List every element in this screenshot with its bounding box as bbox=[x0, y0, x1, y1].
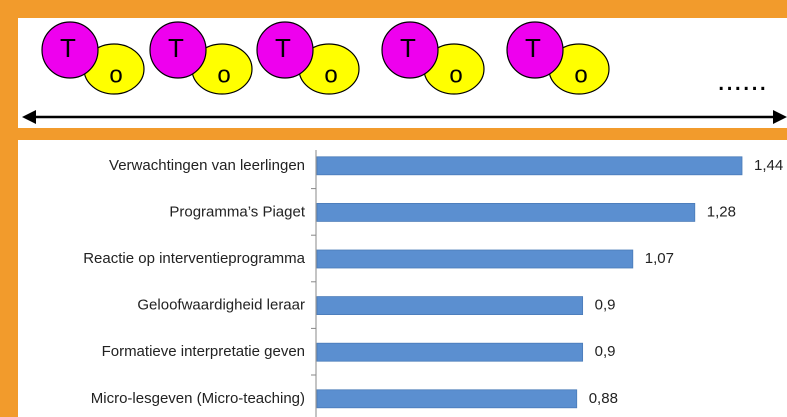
t-label: T bbox=[275, 33, 291, 63]
t-label: T bbox=[400, 33, 416, 63]
value-label: 0,88 bbox=[589, 390, 618, 407]
value-label: 0,9 bbox=[595, 343, 616, 360]
category-label: Programma’s Piaget bbox=[169, 203, 305, 220]
o-label: o bbox=[324, 61, 337, 88]
bar bbox=[316, 296, 584, 316]
bar bbox=[316, 389, 578, 409]
value-label: 1,44 bbox=[754, 157, 783, 174]
t-circle bbox=[506, 21, 564, 79]
t-circle bbox=[381, 21, 439, 79]
o-label: o bbox=[109, 61, 122, 88]
t-circle bbox=[256, 21, 314, 79]
o-label: o bbox=[574, 61, 587, 88]
bar bbox=[316, 342, 584, 362]
o-label: o bbox=[217, 61, 230, 88]
bar bbox=[316, 202, 696, 222]
chart-panel bbox=[18, 140, 787, 417]
bar bbox=[316, 249, 634, 269]
t-circle bbox=[41, 21, 99, 79]
value-label: 1,28 bbox=[707, 203, 736, 220]
value-label: 1,07 bbox=[645, 250, 674, 267]
ellipsis: ...... bbox=[717, 64, 767, 97]
bar bbox=[316, 156, 743, 176]
t-label: T bbox=[525, 33, 541, 63]
o-label: o bbox=[449, 61, 462, 88]
category-label: Micro-lesgeven (Micro-teaching) bbox=[91, 390, 305, 407]
category-label: Formatieve interpretatie geven bbox=[102, 343, 305, 360]
category-label: Verwachtingen van leerlingen bbox=[109, 157, 305, 174]
category-label: Reactie op interventieprogramma bbox=[83, 250, 305, 267]
value-label: 0,9 bbox=[595, 297, 616, 314]
t-label: T bbox=[60, 33, 76, 63]
category-label: Geloofwaardigheid leraar bbox=[137, 297, 305, 314]
t-label: T bbox=[168, 33, 184, 63]
t-circle bbox=[149, 21, 207, 79]
